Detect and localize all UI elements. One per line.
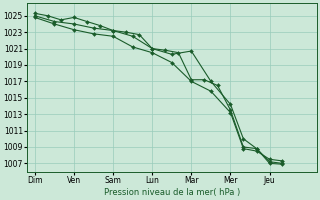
X-axis label: Pression niveau de la mer( hPa ): Pression niveau de la mer( hPa ) — [104, 188, 240, 197]
